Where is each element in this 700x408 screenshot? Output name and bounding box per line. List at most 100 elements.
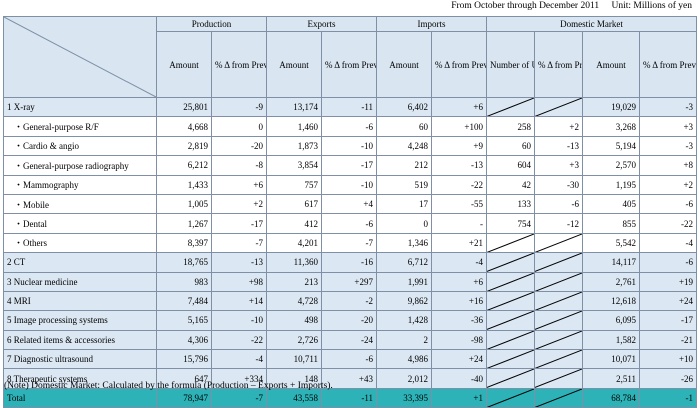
table-row: 3 Nuclear medicine 983 +98 213 +297 1,991 +6 2,… — [3, 271, 698, 292]
cell-value: -9 — [211, 96, 267, 118]
col-exports-change: % Δ from Previous Year — [321, 31, 377, 98]
corner-cell — [3, 16, 157, 98]
cell-value: +43 — [321, 368, 377, 389]
cell-value: +21 — [431, 232, 487, 254]
cell-value: +2 — [211, 193, 267, 215]
cell-value: 617 — [266, 193, 322, 215]
cell-value: 604 — [486, 155, 535, 176]
cell-value: -7 — [211, 387, 267, 408]
cell-value: 1,195 — [582, 174, 640, 195]
cell-value: -26 — [638, 368, 698, 389]
empty-cell — [486, 368, 535, 389]
diagonal-line — [535, 350, 582, 368]
cell-value: 43,558 — [266, 387, 322, 408]
cell-value: 412 — [266, 213, 322, 234]
empty-cell — [486, 387, 535, 408]
cell-value: 754 — [486, 213, 535, 234]
cell-value: 6,402 — [376, 96, 432, 118]
cell-value: 6,212 — [156, 155, 212, 176]
cell-value: +24 — [638, 290, 698, 312]
cell-value: 60 — [376, 116, 432, 137]
group-exports: Exports — [266, 16, 377, 32]
cell-value: -4 — [211, 349, 267, 370]
cell-value: - — [431, 213, 487, 234]
cell-value: 1,460 — [266, 116, 322, 137]
cell-value: -24 — [321, 329, 377, 351]
table-row: 2 CT 18,765 -13 11,360 -16 6,712 -4 14,117 -6 — [3, 252, 698, 273]
cell-value: +16 — [431, 290, 487, 312]
cell-value: 213 — [266, 271, 322, 292]
cell-value: 2,012 — [376, 368, 432, 389]
cell-value: -10 — [321, 135, 377, 157]
cell-value: 10,711 — [266, 349, 322, 370]
empty-cell — [486, 96, 535, 118]
diagonal-line — [535, 292, 582, 310]
cell-value: +98 — [211, 271, 267, 292]
cell-value: 4,986 — [376, 349, 432, 370]
cell-value: 4,201 — [266, 232, 322, 254]
row-label: ・General-purpose radiography — [3, 155, 157, 176]
cell-value: 855 — [582, 213, 640, 234]
empty-cell — [486, 310, 535, 331]
cell-value: -2 — [321, 290, 377, 312]
cell-value: -12 — [534, 213, 583, 234]
cell-value: 10,071 — [582, 349, 640, 370]
cell-value: 4,728 — [266, 290, 322, 312]
table-row: ・Cardio & angio 2,819 -20 1,873 -10 4,248 +9 60… — [3, 135, 698, 157]
row-label: Total — [3, 387, 157, 408]
diagonal-line — [535, 369, 582, 387]
cell-value: -1 — [638, 387, 698, 408]
cell-value: 2,819 — [156, 135, 212, 157]
cell-value: -6 — [321, 213, 377, 234]
cell-value: 519 — [376, 174, 432, 195]
cell-value: 13,174 — [266, 96, 322, 118]
cell-value: +10 — [638, 349, 698, 370]
table-row: ・Dental 1,267 -17 412 -6 0-754 -12 855 -22 — [3, 213, 698, 234]
cell-value: -3 — [638, 96, 698, 118]
diagonal-line — [487, 98, 534, 116]
empty-cell — [486, 271, 535, 292]
total-row: Total 78,947 -7 43,558 -11 33,395 +1 68,784 -1 — [3, 387, 698, 408]
cell-value: -10 — [321, 174, 377, 195]
cell-value: -20 — [321, 310, 377, 331]
empty-cell — [486, 232, 535, 254]
cell-value: 5,542 — [582, 232, 640, 254]
cell-value: 757 — [266, 174, 322, 195]
cell-value: -13 — [211, 252, 267, 273]
cell-value: -16 — [321, 252, 377, 273]
cell-value: 983 — [156, 271, 212, 292]
empty-cell — [534, 96, 583, 118]
cell-value: 2,570 — [582, 155, 640, 176]
unit-label: Unit: Millions of yen — [611, 1, 693, 11]
cell-value: -13 — [534, 135, 583, 157]
cell-value: -3 — [638, 135, 698, 157]
cell-value: -22 — [431, 174, 487, 195]
empty-cell — [534, 271, 583, 292]
empty-cell — [534, 290, 583, 312]
cell-value: 6,712 — [376, 252, 432, 273]
diagonal-line — [535, 253, 582, 271]
row-label: 7 Diagnostic ultrasound — [3, 349, 157, 370]
cell-value: 5,165 — [156, 310, 212, 331]
cell-value: -10 — [211, 310, 267, 331]
cell-value: 68,784 — [582, 387, 640, 408]
cell-value: +2 — [638, 174, 698, 195]
cell-value: +14 — [211, 290, 267, 312]
diagonal-line — [535, 234, 582, 252]
cell-value: -6 — [534, 193, 583, 215]
cell-value: +19 — [638, 271, 698, 292]
empty-cell — [534, 368, 583, 389]
cell-value: 2,511 — [582, 368, 640, 389]
cell-value: -13 — [431, 155, 487, 176]
cell-value: +24 — [431, 349, 487, 370]
cell-value: 4,306 — [156, 329, 212, 351]
row-label: ・General-purpose R/F — [3, 116, 157, 137]
group-domestic-market: Domestic Market — [485, 16, 698, 32]
col-imports-amount: Amount — [376, 31, 432, 98]
cell-value: 0 — [376, 213, 432, 234]
cell-value: 3,268 — [582, 116, 640, 137]
cell-value: -8 — [211, 155, 267, 176]
cell-value: +3 — [534, 155, 583, 176]
diagonal-line — [535, 331, 582, 349]
empty-cell — [486, 329, 535, 351]
